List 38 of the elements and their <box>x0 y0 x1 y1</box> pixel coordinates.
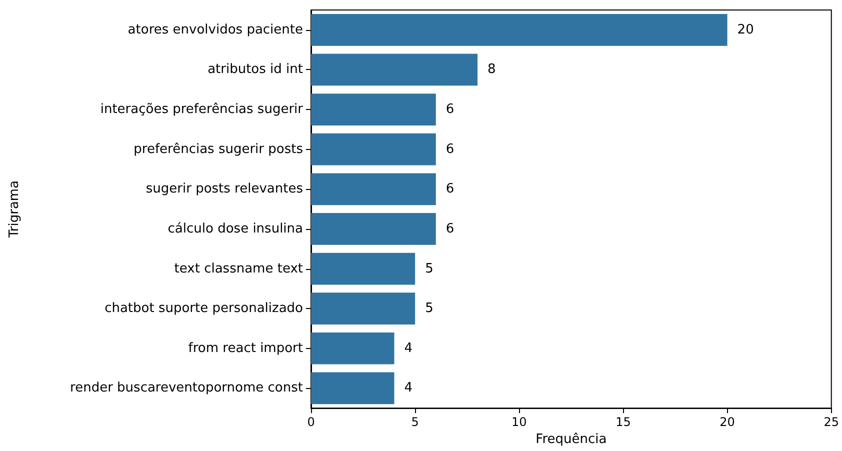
bar <box>311 252 416 285</box>
x-tick-label: 0 <box>307 415 315 430</box>
data-label: 6 <box>446 142 454 157</box>
data-label: 4 <box>404 380 413 396</box>
data-label: 6 <box>446 182 454 197</box>
y-axis-title: Trigrama <box>7 180 22 239</box>
bar <box>311 332 394 364</box>
bar <box>311 14 728 46</box>
y-tick-label: from react import <box>188 340 303 356</box>
bar <box>311 54 478 86</box>
y-tick-label: atores envolvidos paciente <box>128 22 303 38</box>
x-tick-label: 10 <box>512 415 527 430</box>
data-label: 5 <box>425 261 434 276</box>
bar <box>311 213 436 245</box>
y-tick-label: preferências sugerir posts <box>134 142 304 157</box>
y-tick-label: chatbot suporte personalizado <box>104 301 304 316</box>
y-tick-label: cálculo dose insulina <box>168 221 303 236</box>
bar <box>311 94 436 126</box>
x-tick-label: 5 <box>411 415 419 430</box>
y-tick-label: sugerir posts relevantes <box>146 182 304 197</box>
data-label: 4 <box>404 340 413 356</box>
x-tick-label: 15 <box>616 415 631 430</box>
bar <box>311 292 416 324</box>
y-tick-label: interações preferências sugerir <box>100 102 304 118</box>
y-tick-label: atributos id int <box>208 62 303 78</box>
data-label: 8 <box>488 62 496 78</box>
x-axis-title: Frequência <box>536 432 607 447</box>
x-tick-label: 25 <box>824 415 840 430</box>
data-label: 20 <box>737 22 754 38</box>
bar <box>311 133 436 166</box>
bar <box>311 372 394 404</box>
bar <box>311 173 436 206</box>
y-tick-label: render buscareventopornome const <box>70 380 303 396</box>
data-label: 6 <box>446 102 454 118</box>
data-label: 5 <box>425 301 434 316</box>
data-label: 6 <box>446 221 454 236</box>
y-tick-label: text classname text <box>174 261 303 276</box>
x-tick-label: 20 <box>720 415 735 430</box>
